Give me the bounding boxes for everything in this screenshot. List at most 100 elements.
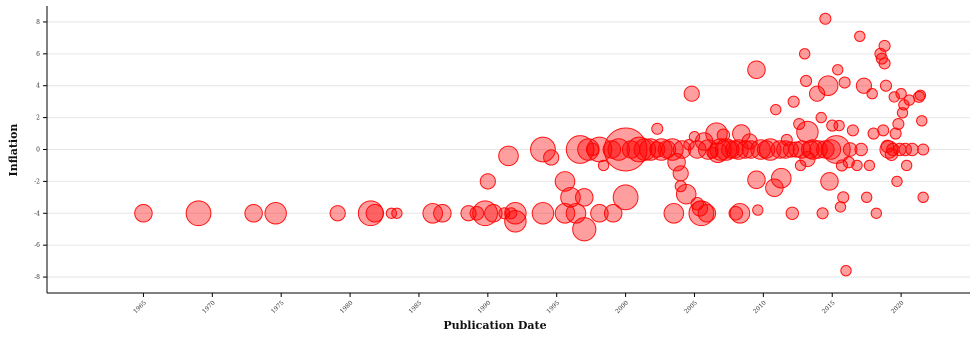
data-point (675, 183, 697, 205)
data-point (895, 88, 907, 100)
data-point (914, 89, 927, 101)
data-point (498, 145, 519, 167)
data-point (565, 135, 595, 164)
y-tick-label: -2 (34, 178, 40, 185)
data-point (479, 173, 496, 190)
data-point (854, 30, 866, 42)
data-point (889, 127, 902, 140)
data-point (134, 204, 153, 223)
data-point (916, 115, 928, 127)
data-point (819, 12, 832, 25)
y-tick-label: 0 (36, 147, 40, 154)
data-point (672, 165, 689, 182)
data-point (816, 207, 829, 220)
x-axis-title: Publication Date (443, 319, 546, 332)
data-point (709, 138, 732, 161)
data-point (866, 88, 878, 100)
data-point (796, 120, 819, 144)
data-point (185, 200, 212, 227)
data-point (912, 90, 926, 103)
data-point (808, 85, 826, 102)
data-point (785, 206, 799, 220)
data-point (716, 128, 731, 142)
y-axis-title: Inflation (7, 124, 20, 177)
data-point (878, 57, 891, 70)
data-point (264, 202, 287, 225)
y-tick-label: 2 (36, 115, 40, 122)
data-point (560, 187, 581, 208)
data-point (892, 117, 905, 131)
data-point (846, 124, 859, 137)
data-point (747, 170, 766, 190)
data-point (597, 159, 610, 172)
data-point (854, 142, 868, 157)
data-point (905, 142, 919, 157)
data-point (472, 200, 498, 227)
data-point (877, 124, 890, 137)
data-point (793, 117, 806, 131)
data-point (329, 205, 346, 222)
y-tick-label: -4 (34, 210, 40, 217)
data-point (888, 91, 900, 103)
data-point (788, 141, 805, 158)
data-point (800, 74, 813, 87)
data-point (800, 140, 820, 159)
gridlines (47, 21, 970, 278)
data-point (729, 202, 751, 224)
y-tick-label: -8 (34, 274, 40, 281)
data-point (782, 141, 800, 158)
data-point (543, 149, 560, 166)
data-point (530, 136, 556, 163)
data-point (688, 131, 701, 143)
data-point (554, 171, 576, 192)
data-point (603, 127, 648, 172)
data-point (365, 204, 385, 223)
data-point (820, 139, 842, 160)
data-point (838, 76, 851, 89)
data-point (759, 138, 782, 161)
data-point (815, 111, 827, 124)
data-point (832, 64, 844, 76)
data-point (820, 172, 839, 191)
data-point (585, 142, 600, 157)
data-point (590, 204, 609, 223)
data-point (752, 204, 764, 216)
data-point (572, 217, 597, 242)
data-point (837, 191, 850, 204)
data-points (134, 12, 930, 277)
data-point (460, 205, 477, 222)
data-point (612, 184, 639, 211)
data-point (575, 188, 594, 207)
data-point (683, 85, 700, 102)
data-point (860, 191, 873, 204)
data-point (649, 141, 666, 158)
y-tick-label: -6 (34, 242, 40, 249)
data-point (756, 140, 776, 159)
data-point (835, 159, 848, 172)
data-point (747, 60, 766, 80)
data-point (891, 175, 903, 188)
data-point (898, 142, 912, 157)
data-point (840, 264, 852, 277)
data-point (879, 79, 893, 92)
data-point (603, 204, 623, 223)
data-point (504, 210, 527, 233)
data-point (433, 204, 452, 223)
data-point (661, 138, 684, 161)
data-point (721, 140, 740, 159)
data-point (833, 119, 845, 132)
data-point (741, 133, 758, 150)
y-tick-label: 4 (36, 83, 40, 90)
data-point (651, 122, 664, 135)
data-point (736, 140, 755, 159)
y-tick-label: 8 (36, 19, 40, 26)
data-point (842, 142, 858, 157)
data-point (917, 143, 930, 156)
data-point (663, 202, 685, 224)
data-point (798, 48, 811, 60)
data-point (878, 39, 891, 52)
data-point (750, 139, 771, 160)
